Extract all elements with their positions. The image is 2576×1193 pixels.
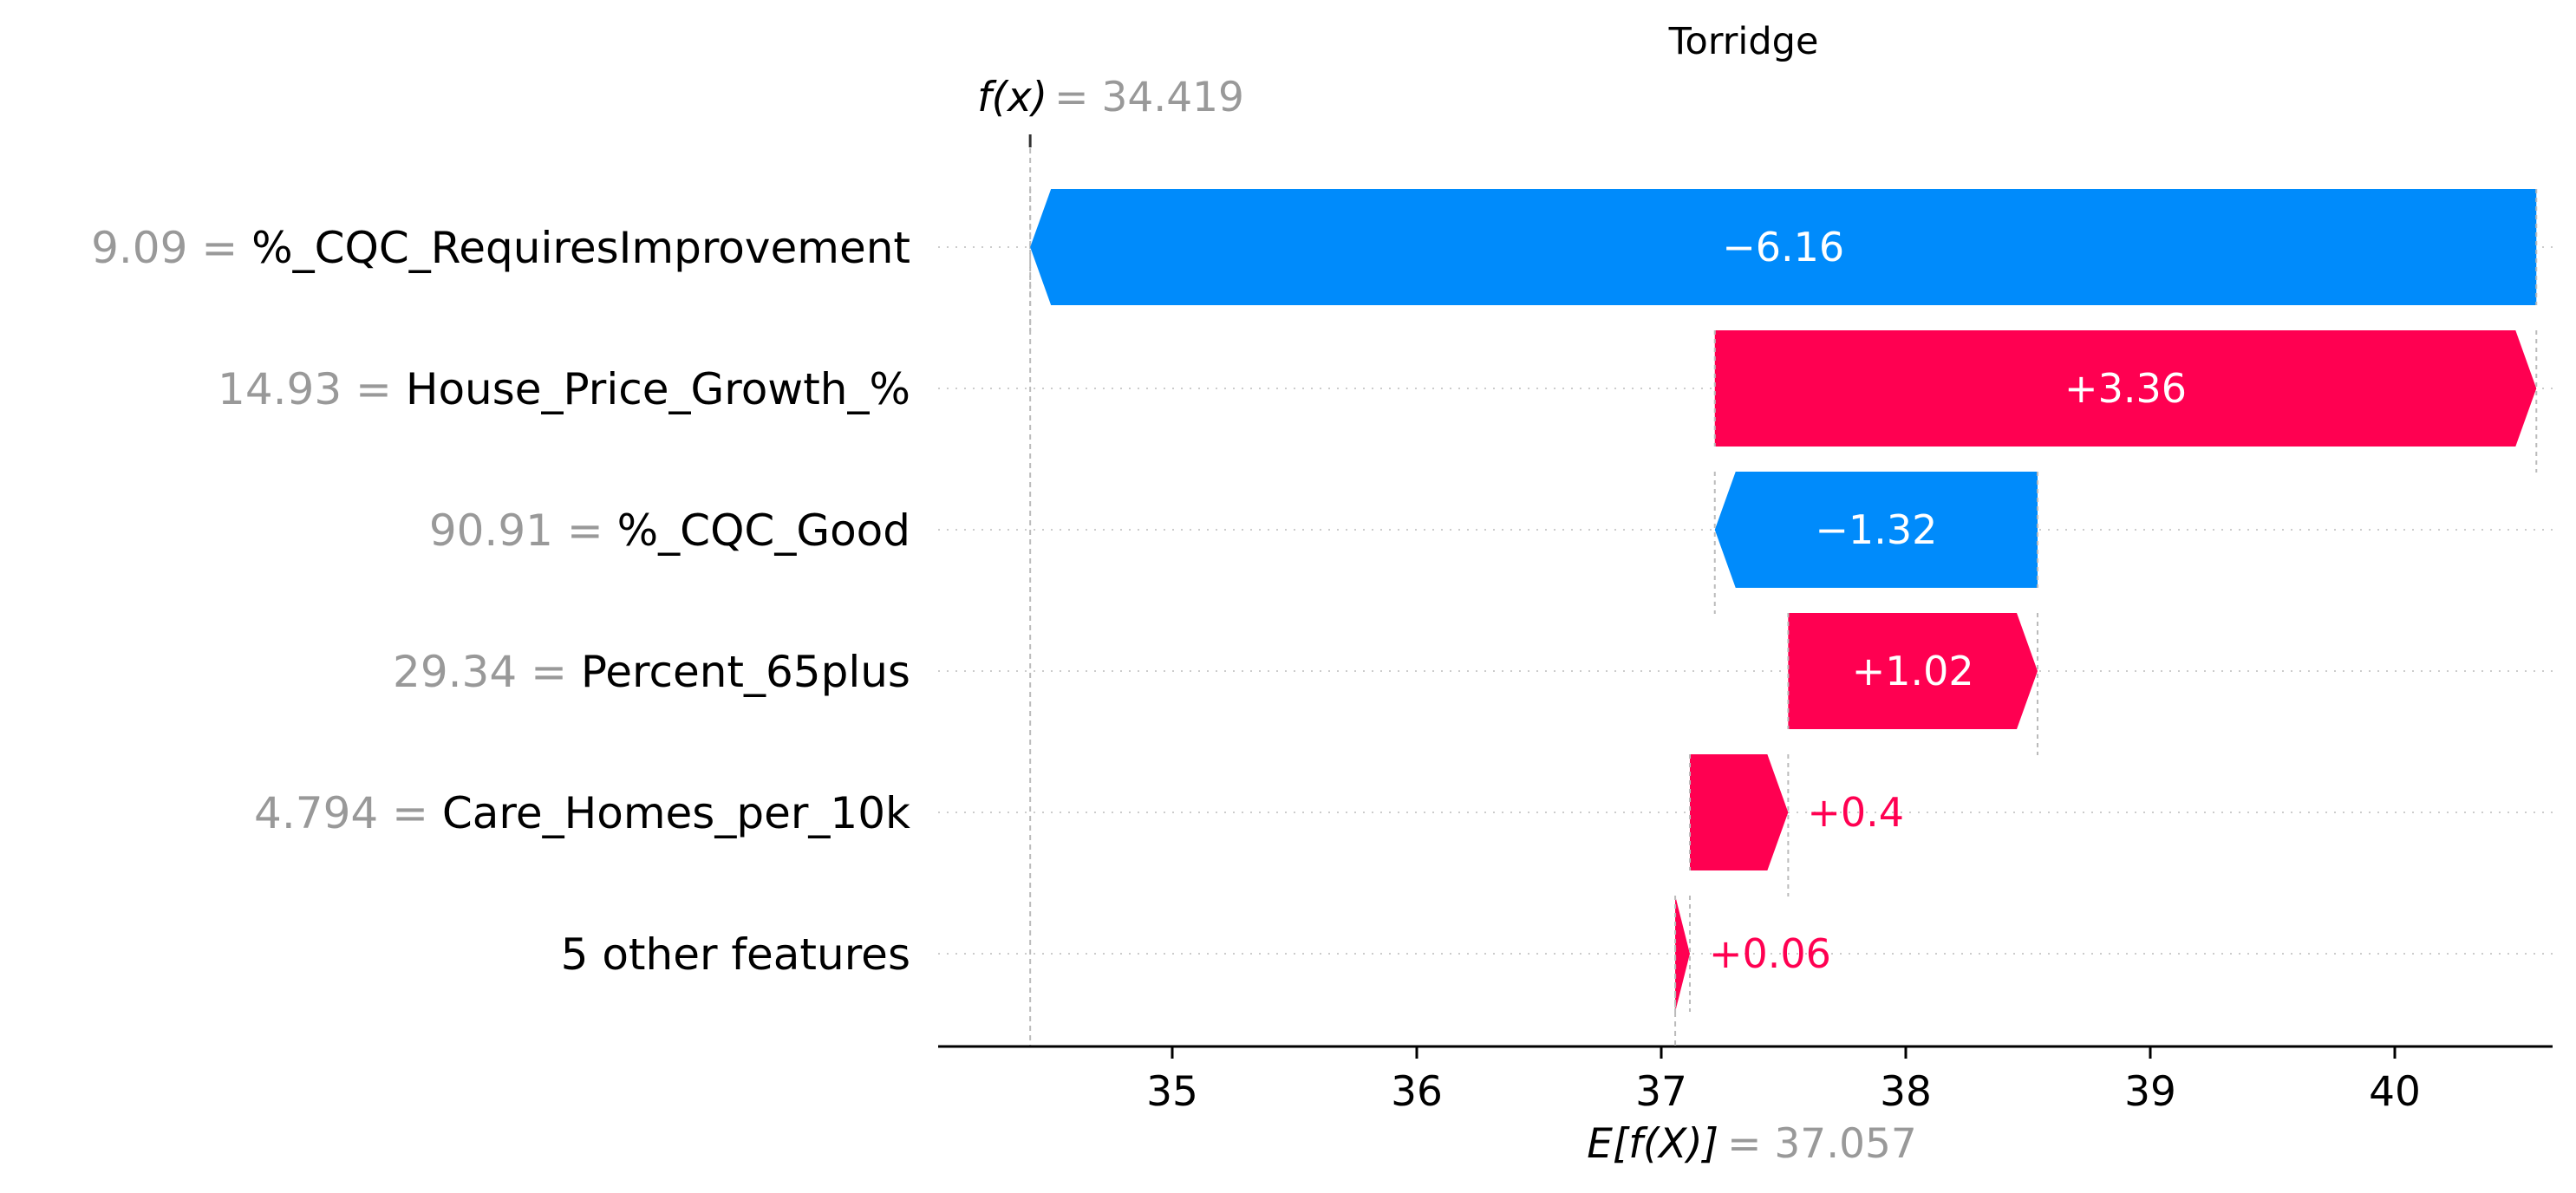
bar-value-label: +0.4 [1807,789,1904,836]
feature-label: 9.09 = %_CQC_RequiresImprovement [91,223,910,273]
fx-value: = 34.419 [1054,74,1244,121]
x-tick-label: 36 [1391,1068,1443,1116]
chart-title: Torridge [1668,20,1819,63]
feature-name: Percent_65plus [581,647,910,697]
base-value: = 37.057 [1727,1120,1917,1168]
feature-value: 4.794 = [254,788,442,838]
contribution-bar [1714,472,2038,588]
contribution-bar [1675,896,1690,1012]
feature-name: House_Price_Growth_% [406,364,910,414]
x-tick-label: 37 [1635,1068,1687,1116]
x-tick-label: 35 [1146,1068,1198,1116]
feature-value: 9.09 = [91,223,251,273]
contribution-bar [1030,189,2537,305]
feature-name: %_CQC_Good [617,505,910,556]
feature-label: 14.93 = House_Price_Growth_% [218,364,910,414]
fx-label: f(x) [977,74,1047,121]
contribution-bars: −6.16 +3.36 −1.32 +1.02 +0.4 +0.06 [1029,189,2538,1012]
feature-label: 29.34 = Percent_65plus [393,647,910,697]
bar-value-label: −1.32 [1815,506,1937,553]
feature-value: 29.34 = [393,647,581,697]
feature-name: %_CQC_RequiresImprovement [251,223,910,273]
x-tick-label: 40 [2369,1068,2421,1116]
feature-label: 90.91 = %_CQC_Good [429,505,910,556]
feature-value: 14.93 = [218,364,406,414]
contribution-bar [1714,330,2537,447]
bar-value-label: +0.06 [1709,930,1831,977]
feature-label: 5 other features [561,929,910,980]
x-tick-label: 38 [1880,1068,1932,1116]
feature-rows: 9.09 = %_CQC_RequiresImprovement 14.93 = … [91,223,2553,980]
bar-value-label: +1.02 [1852,648,1974,694]
x-tick-label: 39 [2124,1068,2176,1116]
bar-value-label: +3.36 [2064,365,2187,412]
base-label: E[f(X)] [1587,1120,1718,1168]
feature-label: 4.794 = Care_Homes_per_10k [254,788,910,838]
contribution-bar [1689,754,1789,870]
feature-name: 5 other features [561,929,910,980]
bar-value-label: −6.16 [1722,224,1844,271]
contribution-bar [1788,613,2038,729]
fx-annotation: f(x) = 34.419 [977,74,1244,1046]
feature-name: Care_Homes_per_10k [442,788,910,838]
feature-value: 90.91 = [429,505,617,556]
base-value-annotation: E[f(X)] = 37.057 [1587,945,1917,1168]
fx-label-text: f(x) [977,74,1047,121]
x-axis: 35 36 37 38 39 40 [938,1045,2553,1116]
